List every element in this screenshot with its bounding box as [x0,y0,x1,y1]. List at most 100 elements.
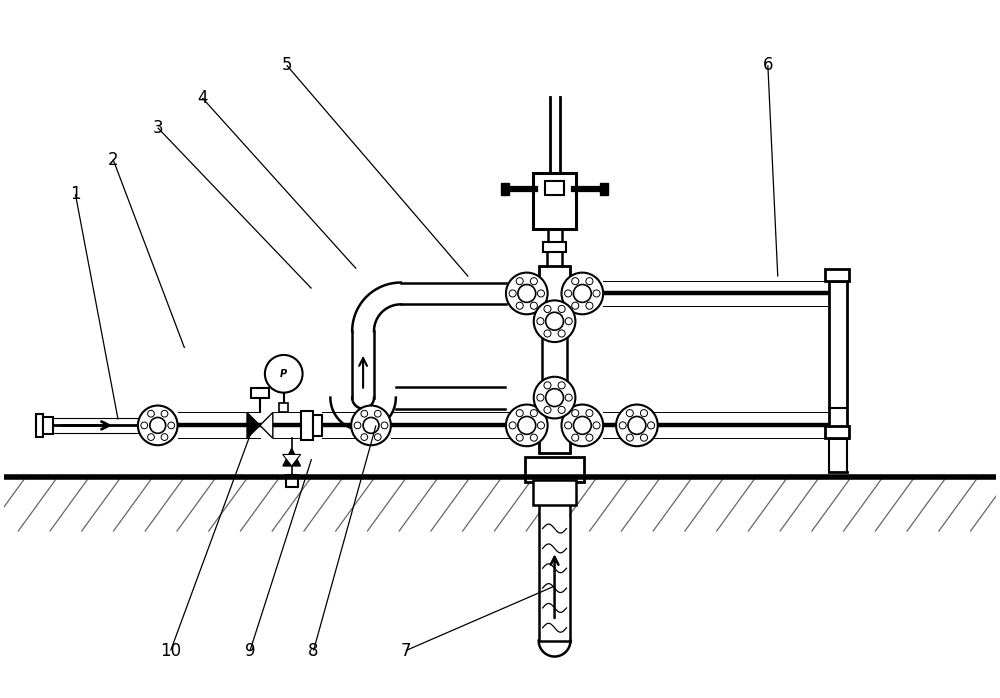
Text: 8: 8 [308,641,319,660]
Circle shape [516,410,523,417]
Text: 5: 5 [281,57,292,74]
Text: 1: 1 [70,185,81,203]
Circle shape [537,394,544,401]
Bar [279,403,288,413]
Bar [825,269,849,281]
Circle shape [537,318,544,325]
Bar [36,414,43,437]
Circle shape [351,406,391,445]
Circle shape [148,410,154,417]
Text: 7: 7 [401,641,411,660]
Circle shape [593,422,600,429]
Circle shape [509,290,516,297]
Circle shape [509,422,516,429]
Polygon shape [283,454,301,466]
Circle shape [544,406,551,413]
Circle shape [640,410,648,417]
Bar [542,321,567,398]
Bar [545,181,564,195]
Text: 9: 9 [245,641,255,660]
Circle shape [363,417,379,433]
Bar [527,278,582,309]
Bar [286,475,298,487]
Circle shape [516,302,523,309]
Circle shape [537,422,544,429]
Text: P: P [280,369,287,379]
Polygon shape [283,448,301,466]
Bar [43,417,53,433]
Circle shape [562,273,603,314]
Bar [251,387,269,398]
Polygon shape [247,413,260,438]
Circle shape [530,278,537,285]
Text: 3: 3 [152,119,163,137]
Circle shape [616,405,658,446]
Circle shape [161,410,168,417]
Circle shape [626,410,633,417]
Circle shape [619,422,626,429]
Circle shape [374,410,381,417]
Circle shape [374,433,381,440]
Bar [527,410,582,441]
Polygon shape [352,283,401,331]
Circle shape [381,422,388,429]
Circle shape [562,405,603,446]
Bar [401,283,506,304]
Bar [540,505,569,641]
Circle shape [648,422,655,429]
Circle shape [541,307,568,335]
Bar [313,415,322,436]
Circle shape [558,406,565,413]
Bar [539,398,570,453]
Text: 6: 6 [763,57,773,74]
Circle shape [573,417,591,434]
Circle shape [150,417,166,433]
Bar [829,281,847,438]
Circle shape [593,290,600,297]
Circle shape [516,434,523,441]
Bar [352,331,374,398]
Circle shape [544,306,551,313]
Circle shape [558,306,565,313]
Bar [501,184,509,195]
Circle shape [544,382,551,389]
Circle shape [530,302,537,309]
Circle shape [518,417,536,434]
Bar [525,457,584,482]
Circle shape [518,285,536,302]
Circle shape [558,382,565,389]
Circle shape [558,330,565,337]
Bar [396,387,505,408]
Polygon shape [260,413,273,438]
Circle shape [586,410,593,417]
Circle shape [628,417,646,434]
Circle shape [546,389,563,406]
Circle shape [544,330,551,337]
Circle shape [626,434,633,441]
Circle shape [586,278,593,285]
Circle shape [546,312,563,330]
Circle shape [537,290,544,297]
Bar [825,426,849,438]
Text: 10: 10 [160,641,181,660]
Circle shape [161,433,168,440]
Circle shape [534,377,575,418]
Circle shape [573,285,591,302]
Circle shape [565,394,572,401]
Circle shape [586,434,593,441]
Circle shape [565,290,572,297]
Text: 2: 2 [108,151,118,168]
Circle shape [148,433,154,440]
Circle shape [138,406,178,445]
Circle shape [168,422,175,429]
Circle shape [586,302,593,309]
Polygon shape [330,398,396,431]
Circle shape [141,422,148,429]
Bar [533,480,576,505]
Circle shape [265,355,303,393]
Circle shape [534,300,575,342]
Bar [533,173,576,229]
Circle shape [516,278,523,285]
Circle shape [530,410,537,417]
Circle shape [354,422,361,429]
